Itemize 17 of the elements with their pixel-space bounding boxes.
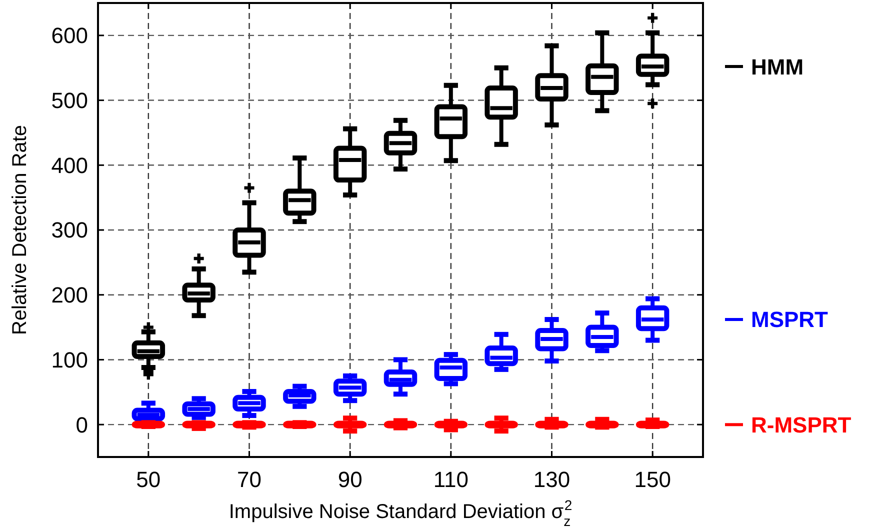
y-axis-title: Relative Detection Rate: [9, 124, 31, 336]
y-tick-label: 500: [51, 88, 88, 113]
legend-label: R-MSPRT: [751, 412, 852, 438]
x-tick-label: 90: [338, 467, 362, 492]
y-tick-label: 600: [51, 23, 88, 48]
y-tick-label: 300: [51, 218, 88, 243]
y-tick-label: 100: [51, 347, 88, 372]
legend-label: MSPRT: [751, 307, 829, 332]
x-tick-label: 150: [634, 467, 671, 492]
y-tick-label: 400: [51, 152, 88, 178]
x-tick-label: 110: [433, 467, 468, 492]
y-tick-label: 200: [51, 282, 88, 308]
y-tick-label: 0: [76, 412, 88, 438]
x-tick-label: 130: [533, 467, 570, 492]
legend-label: HMM: [751, 54, 804, 80]
x-tick-label: 70: [237, 467, 262, 492]
x-tick-label: 50: [136, 467, 161, 492]
